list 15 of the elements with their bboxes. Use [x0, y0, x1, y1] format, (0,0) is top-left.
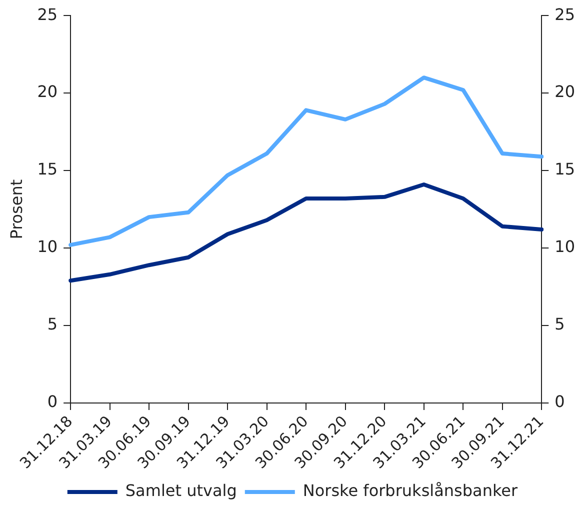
- y-tick-label: 0: [47, 392, 58, 412]
- y2-tick-label: 15: [554, 160, 575, 179]
- y-tick-label: 10: [37, 237, 58, 256]
- y-tick-label: 25: [37, 4, 58, 24]
- legend-label: Norske forbrukslånsbanker: [302, 481, 518, 500]
- y2-tick-label: 25: [554, 4, 575, 24]
- y-tick-label: 15: [37, 160, 58, 179]
- y2-tick-label: 0: [554, 392, 565, 412]
- y-tick-label: 20: [37, 82, 58, 102]
- y-tick-label: 5: [47, 314, 58, 334]
- y2-tick-label: 5: [554, 314, 565, 334]
- legend-label: Samlet utvalg: [125, 481, 237, 500]
- y2-tick-label: 10: [554, 237, 575, 256]
- y2-tick-label: 20: [554, 82, 575, 102]
- y-axis-title: Prosent: [6, 179, 26, 240]
